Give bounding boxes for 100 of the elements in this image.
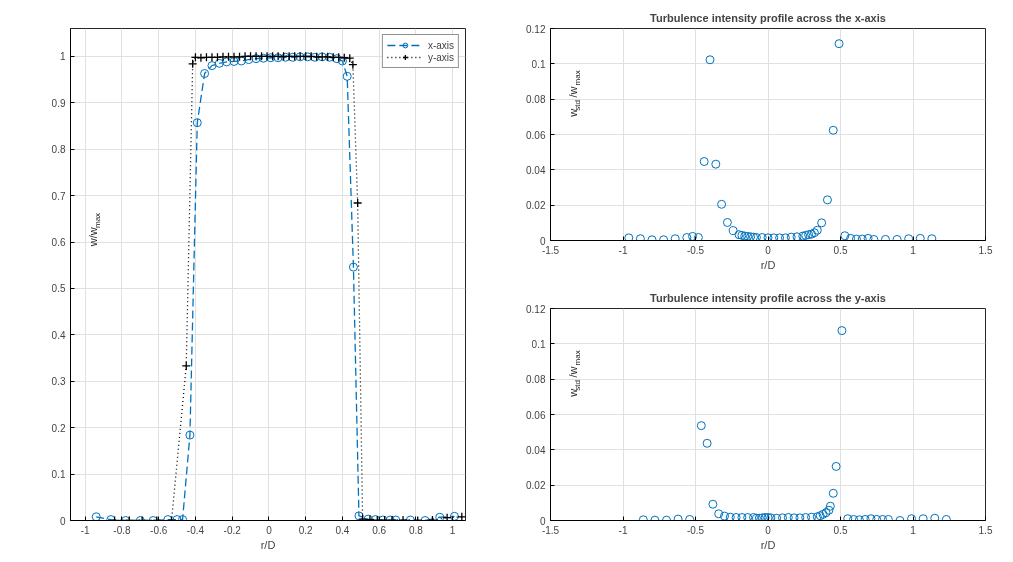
point bbox=[775, 233, 785, 241]
point bbox=[880, 234, 890, 241]
y-tick-label: 0.5 bbox=[51, 283, 66, 295]
point bbox=[214, 58, 224, 68]
point bbox=[743, 513, 753, 521]
y-tick-label: 0.04 bbox=[526, 444, 546, 456]
y-tick-label: 0 bbox=[539, 235, 546, 247]
x-tick-label: 1 bbox=[910, 524, 917, 536]
y-tick-label: 0.04 bbox=[526, 164, 546, 176]
x-tick-label: -0.8 bbox=[113, 524, 131, 536]
point bbox=[907, 514, 917, 521]
x-tick-label: 1.5 bbox=[978, 244, 993, 256]
y-tick-label: 0.8 bbox=[51, 144, 66, 156]
y-tick-label: 0.7 bbox=[51, 190, 66, 202]
x-tick-label: 0.4 bbox=[335, 524, 350, 536]
point bbox=[849, 514, 859, 521]
y-tick-label: 0.06 bbox=[526, 409, 546, 421]
y-tick-label: 0.2 bbox=[51, 422, 66, 434]
point bbox=[218, 52, 228, 62]
point bbox=[262, 51, 272, 61]
point bbox=[236, 56, 246, 66]
point bbox=[200, 69, 210, 79]
y-tick-label: 1 bbox=[59, 51, 66, 63]
x-tick-label: -0.2 bbox=[223, 524, 242, 536]
y-tick-label: 0.1 bbox=[531, 58, 546, 70]
y-tick-label: 0.12 bbox=[526, 23, 546, 35]
y-tick-label: 0.9 bbox=[51, 97, 66, 109]
y-axis-title: wstd/wmax bbox=[566, 70, 582, 118]
point bbox=[772, 513, 782, 521]
point bbox=[822, 195, 832, 205]
x-tick-label: 1 bbox=[910, 244, 917, 256]
point bbox=[786, 232, 796, 241]
chart-title: Turbulence intensity profile across the y-axis bbox=[650, 291, 886, 304]
point bbox=[240, 51, 250, 61]
point bbox=[904, 234, 914, 241]
point bbox=[783, 513, 793, 521]
point bbox=[737, 513, 747, 521]
point bbox=[696, 421, 706, 431]
x-tick-label: -1.5 bbox=[541, 244, 560, 256]
point bbox=[207, 61, 217, 71]
point bbox=[728, 226, 738, 236]
point bbox=[869, 234, 879, 241]
point bbox=[801, 513, 811, 521]
x-tick-label: 1 bbox=[449, 524, 456, 536]
point bbox=[918, 514, 928, 521]
point bbox=[353, 198, 363, 208]
point bbox=[817, 218, 827, 228]
x-tick-label: -0.4 bbox=[186, 524, 205, 536]
x-tick-label: 1.5 bbox=[978, 524, 993, 536]
x-tick-label: -0.5 bbox=[686, 524, 705, 536]
point bbox=[449, 511, 459, 521]
point bbox=[435, 512, 445, 521]
point bbox=[892, 234, 902, 241]
point bbox=[757, 233, 767, 241]
point bbox=[828, 488, 838, 498]
point bbox=[883, 514, 893, 521]
point bbox=[941, 514, 951, 521]
point bbox=[682, 233, 692, 241]
x-tick-label: 0.8 bbox=[408, 524, 424, 536]
y-axis-title: w/wmax bbox=[86, 212, 102, 248]
point bbox=[635, 234, 645, 241]
point bbox=[91, 512, 101, 521]
point bbox=[720, 511, 729, 521]
point bbox=[702, 438, 712, 448]
x-tick-label: -1 bbox=[618, 524, 628, 536]
point bbox=[717, 199, 727, 209]
point bbox=[722, 217, 732, 227]
point bbox=[725, 512, 735, 521]
point bbox=[831, 461, 841, 471]
point bbox=[244, 55, 254, 65]
point bbox=[348, 60, 358, 70]
point bbox=[863, 233, 873, 241]
point bbox=[825, 501, 835, 511]
point bbox=[688, 231, 698, 241]
x-tick-label: 0 bbox=[266, 524, 273, 536]
point bbox=[670, 234, 680, 241]
point bbox=[792, 232, 802, 241]
y-tick-label: 0 bbox=[59, 515, 66, 527]
point bbox=[354, 511, 364, 521]
x-tick-label: 0.5 bbox=[833, 524, 848, 536]
x-axis-title: r/D bbox=[760, 538, 776, 551]
point bbox=[185, 430, 195, 440]
y-tick-label: 0.1 bbox=[531, 338, 546, 350]
point bbox=[930, 513, 940, 521]
x-tick-label: -0.5 bbox=[686, 244, 705, 256]
x-axis-title: r/D bbox=[760, 258, 776, 271]
point bbox=[181, 361, 191, 371]
y-tick-label: 0.02 bbox=[526, 480, 546, 492]
point bbox=[927, 234, 937, 241]
point bbox=[711, 159, 721, 169]
y-tick-label: 0.4 bbox=[51, 329, 66, 341]
x-tick-label: 0 bbox=[765, 244, 772, 256]
x-tick-label: 0 bbox=[765, 524, 772, 536]
y-axis-title: wstd/wmax bbox=[566, 350, 582, 398]
point bbox=[843, 514, 853, 521]
point bbox=[789, 513, 799, 521]
y-tick-label: 0.06 bbox=[526, 129, 546, 141]
point bbox=[866, 514, 876, 521]
point bbox=[708, 499, 718, 509]
point bbox=[846, 233, 856, 241]
